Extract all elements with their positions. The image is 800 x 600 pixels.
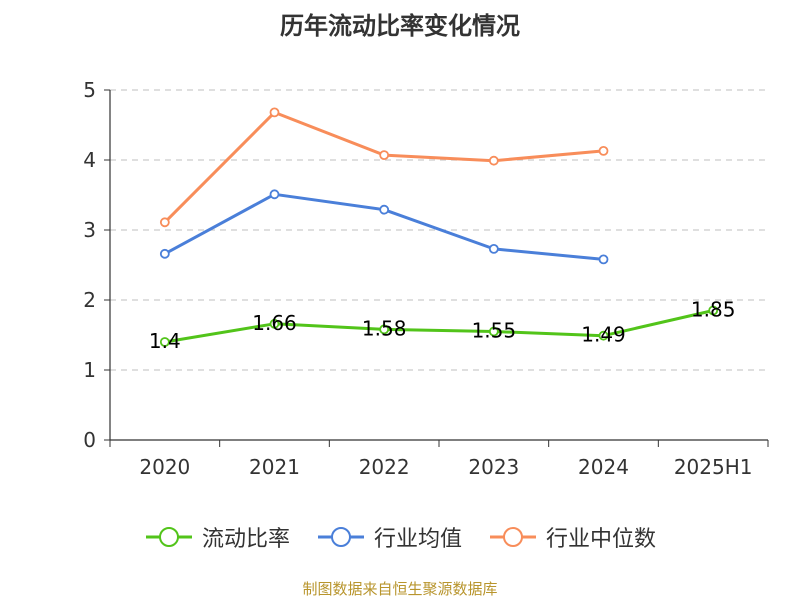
x-tick-label: 2024 <box>578 455 629 479</box>
chart-title: 历年流动比率变化情况 <box>280 12 520 40</box>
data-label: 1.49 <box>581 323 626 347</box>
data-point-series-2 <box>598 254 609 265</box>
legend-marker-icon <box>317 527 364 547</box>
series-line-1 <box>164 309 714 344</box>
legend-item-1[interactable]: 流动比率 <box>144 521 290 553</box>
series-line-2 <box>164 192 604 261</box>
data-label: 1.85 <box>691 298 736 322</box>
legend-label: 行业中位数 <box>546 527 657 552</box>
data-point-series-2 <box>488 243 499 254</box>
y-tick-label: 2 <box>83 288 96 312</box>
x-tick-label: 2021 <box>249 455 300 479</box>
x-tick-label: 2023 <box>468 455 519 479</box>
source-note: 制图数据来自恒生聚源数据库 <box>302 580 498 598</box>
legend-item-2[interactable]: 行业均值 <box>316 521 462 553</box>
legend-marker-icon <box>490 527 536 547</box>
y-tick-label: 4 <box>83 148 96 172</box>
data-point-series-3 <box>379 150 390 161</box>
data-point-series-1 <box>159 337 170 347</box>
data-point-series-1 <box>379 324 390 335</box>
data-point-series-1 <box>269 318 280 329</box>
data-point-series-2 <box>159 248 170 259</box>
data-label: 1.4 <box>149 329 181 353</box>
y-tick-label: 5 <box>83 78 96 102</box>
data-point-series-2 <box>269 189 280 200</box>
data-point-series-2 <box>379 204 390 215</box>
data-point-series-3 <box>488 155 499 166</box>
x-tick-label: 2025H1 <box>674 455 753 479</box>
x-tick-label: 2020 <box>139 455 190 479</box>
y-tick-label: 1 <box>83 358 96 382</box>
legend-label: 流动比率 <box>201 527 290 552</box>
data-point-series-3 <box>159 217 170 228</box>
data-label: 1.58 <box>362 316 407 340</box>
data-point-series-1 <box>488 326 499 337</box>
legend-label: 行业均值 <box>373 527 462 552</box>
data-point-series-1 <box>708 305 719 316</box>
y-tick-label: 0 <box>83 428 96 452</box>
legend-item-3[interactable]: 行业中位数 <box>488 521 656 553</box>
x-tick-label: 2022 <box>359 455 410 479</box>
chart-legend: 流动比率 行业均值 行业中位数 <box>0 519 800 555</box>
data-point-series-3 <box>269 107 280 118</box>
data-label: 1.66 <box>252 311 297 335</box>
legend-marker-icon <box>145 527 192 547</box>
y-tick-label: 3 <box>83 218 96 242</box>
data-point-series-1 <box>598 330 609 341</box>
data-label: 1.55 <box>472 319 517 343</box>
data-point-series-3 <box>598 145 609 156</box>
